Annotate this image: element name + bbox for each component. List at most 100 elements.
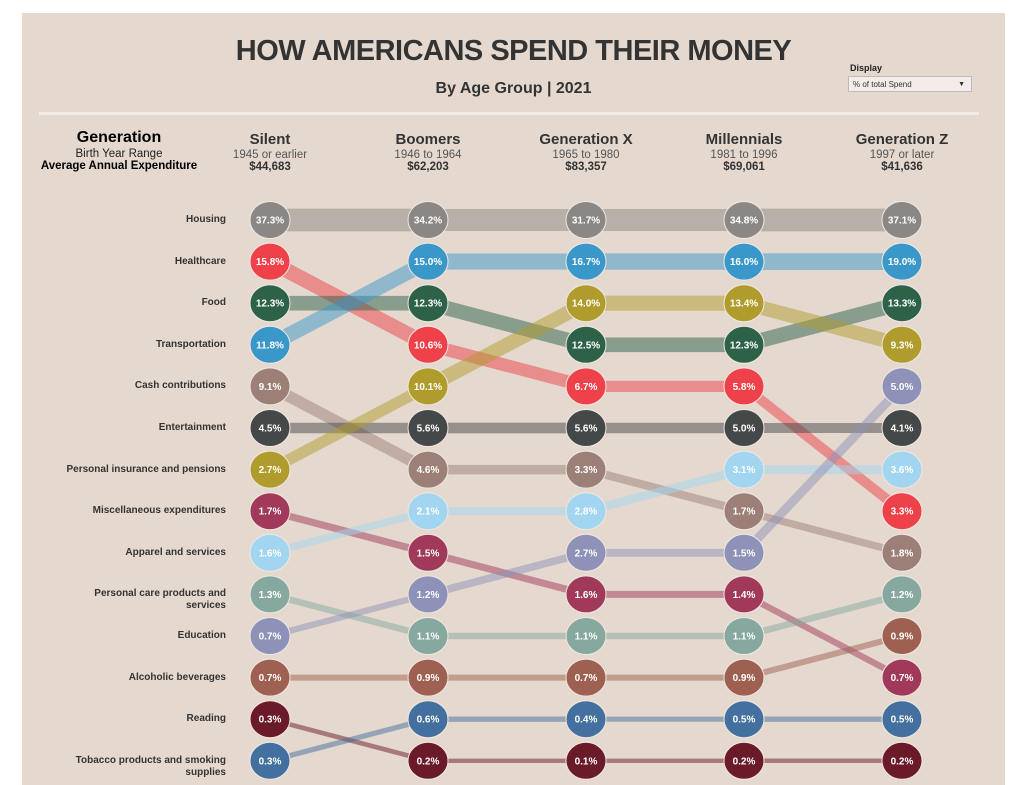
data-point[interactable] (565, 700, 607, 739)
data-point[interactable] (565, 492, 607, 531)
data-label: 4.5% (259, 424, 282, 435)
data-point[interactable] (723, 242, 765, 281)
data-label: 0.2% (891, 756, 914, 767)
data-point[interactable] (249, 575, 291, 614)
data-point[interactable] (565, 242, 607, 281)
data-point[interactable] (407, 533, 449, 572)
data-point[interactable] (565, 325, 607, 364)
data-label: 12.3% (256, 299, 284, 310)
data-point[interactable] (407, 450, 449, 489)
data-point[interactable] (407, 284, 449, 323)
data-point[interactable] (565, 575, 607, 614)
data-point[interactable] (723, 533, 765, 572)
data-label: 0.2% (733, 756, 756, 767)
data-point[interactable] (881, 325, 923, 364)
data-point[interactable] (565, 741, 607, 780)
data-point[interactable] (723, 201, 765, 239)
data-point[interactable] (881, 201, 923, 239)
data-label: 4.1% (891, 424, 914, 435)
data-point[interactable] (723, 700, 765, 739)
data-point[interactable] (407, 700, 449, 739)
band-cash-contributions (743, 507, 903, 557)
data-point[interactable] (407, 617, 449, 655)
data-point[interactable] (249, 492, 291, 531)
data-point[interactable] (881, 658, 923, 697)
data-point[interactable] (407, 242, 449, 281)
data-point[interactable] (249, 617, 291, 655)
data-point[interactable] (881, 450, 923, 489)
data-label: 9.3% (891, 340, 914, 351)
data-point[interactable] (723, 658, 765, 697)
data-point[interactable] (249, 325, 291, 364)
data-point[interactable] (565, 409, 607, 447)
data-point[interactable] (723, 409, 765, 447)
data-point[interactable] (249, 450, 291, 489)
generation-expenditure: $41,636 (881, 161, 923, 173)
data-point[interactable] (407, 575, 449, 614)
generation-column-header: Boomers 1946 to 1964 $62,203 (353, 131, 503, 173)
data-label: 0.5% (733, 715, 756, 726)
data-point[interactable] (881, 617, 923, 655)
data-label: 0.9% (733, 673, 756, 684)
data-point[interactable] (723, 284, 765, 323)
data-point[interactable] (723, 575, 765, 614)
data-point[interactable] (407, 325, 449, 364)
data-label: 3.1% (733, 465, 756, 476)
display-dropdown[interactable]: % of total Spend ▼ (848, 76, 972, 92)
data-label: 3.3% (575, 465, 598, 476)
generation-range: 1981 to 1996 (710, 149, 778, 161)
average-expenditure-label: Average Annual Expenditure (40, 160, 198, 172)
data-point[interactable] (881, 367, 923, 406)
data-label: 15.0% (414, 257, 442, 268)
data-point[interactable] (249, 367, 291, 406)
data-point[interactable] (249, 658, 291, 697)
data-point[interactable] (723, 367, 765, 406)
data-point[interactable] (249, 284, 291, 323)
data-point[interactable] (249, 409, 291, 447)
data-point[interactable] (249, 700, 291, 739)
data-label: 34.2% (414, 216, 442, 227)
data-point[interactable] (249, 201, 291, 239)
data-point[interactable] (565, 658, 607, 697)
data-point[interactable] (723, 741, 765, 780)
data-point[interactable] (407, 367, 449, 406)
data-point[interactable] (407, 741, 449, 780)
data-label: 37.1% (888, 216, 916, 227)
birth-year-range-label: Birth Year Range (75, 148, 163, 160)
data-point[interactable] (881, 575, 923, 614)
data-point[interactable] (723, 617, 765, 655)
row-label: Healthcare (174, 255, 226, 267)
data-label: 1.2% (417, 590, 440, 601)
data-point[interactable] (407, 409, 449, 447)
data-point[interactable] (881, 533, 923, 572)
data-point[interactable] (407, 492, 449, 531)
data-point[interactable] (881, 284, 923, 323)
data-point[interactable] (723, 325, 765, 364)
data-label: 2.8% (575, 507, 598, 518)
data-point[interactable] (881, 741, 923, 780)
data-point[interactable] (565, 450, 607, 489)
data-point[interactable] (881, 700, 923, 739)
data-point[interactable] (881, 492, 923, 531)
data-label: 12.3% (414, 299, 442, 310)
row-label: Housing (186, 214, 226, 225)
data-point[interactable] (565, 617, 607, 655)
generation-expenditure: $62,203 (407, 161, 449, 173)
data-label: 1.4% (733, 590, 756, 601)
data-point[interactable] (881, 242, 923, 281)
data-point[interactable] (723, 492, 765, 531)
data-point[interactable] (565, 201, 607, 239)
data-point[interactable] (565, 533, 607, 572)
data-label: 2.7% (259, 465, 282, 476)
data-point[interactable] (407, 658, 449, 697)
data-point[interactable] (249, 533, 291, 572)
data-point[interactable] (249, 741, 291, 780)
data-point[interactable] (407, 201, 449, 239)
data-point[interactable] (565, 367, 607, 406)
row-label: Cash contributions (134, 380, 226, 392)
data-label: 5.0% (733, 424, 756, 435)
data-point[interactable] (565, 284, 607, 323)
data-point[interactable] (881, 409, 923, 447)
data-point[interactable] (249, 242, 291, 281)
data-point[interactable] (723, 450, 765, 489)
